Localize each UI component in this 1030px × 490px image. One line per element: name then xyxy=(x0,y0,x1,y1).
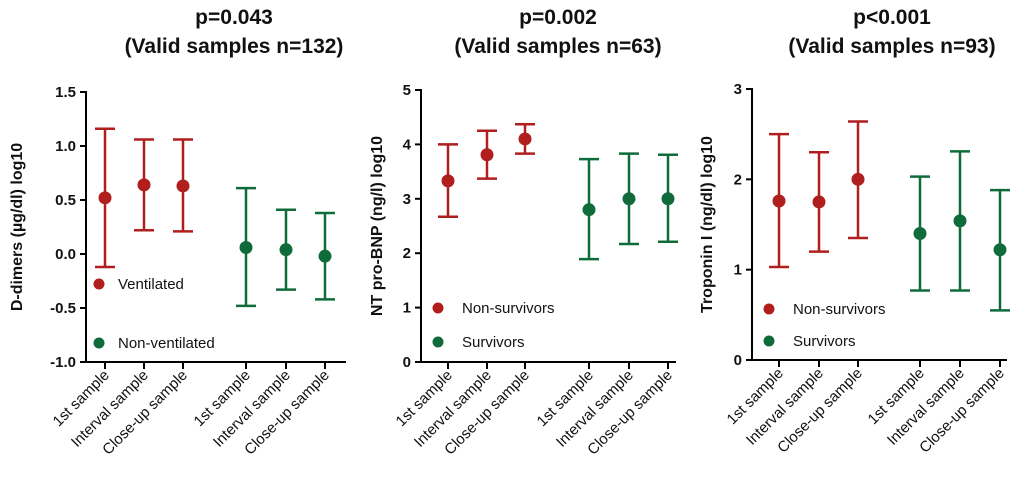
y-tick-label: 1.0 xyxy=(55,138,76,155)
data-point xyxy=(851,172,865,186)
y-tick-label: -1.0 xyxy=(50,354,76,371)
y-tick-label: 3 xyxy=(403,191,411,208)
legend-marker xyxy=(93,337,105,349)
series-group-b xyxy=(910,150,1010,312)
series-group-a xyxy=(769,120,868,269)
y-tick-label: 1.5 xyxy=(55,84,76,101)
y-tick-label: -0.5 xyxy=(50,300,76,317)
legend-label: Survivors xyxy=(793,333,856,350)
data-point xyxy=(318,249,332,263)
data-point xyxy=(239,241,253,255)
y-tick-label: 2 xyxy=(403,245,411,262)
y-tick-label: 3 xyxy=(734,81,742,98)
data-point xyxy=(772,194,786,208)
chart-subtitle: (Valid samples n=93) xyxy=(788,35,995,58)
y-tick-label: 0 xyxy=(403,354,411,371)
data-point xyxy=(480,148,494,162)
legend-marker xyxy=(93,278,105,290)
data-point xyxy=(279,243,293,257)
legend-label: Non-survivors xyxy=(462,300,555,317)
chart-panel-3: p<0.001 (Valid samples n=93) 0 1 2 3 Troponin … xyxy=(699,6,1010,456)
legend-label: Non-ventilated xyxy=(118,335,215,352)
chart-panel-1: p=0.043 (Valid samples n=132) -1.0 -0.5 0.0 0… xyxy=(9,6,346,458)
y-tick-label: 0.5 xyxy=(55,192,76,209)
y-tick-label: 4 xyxy=(403,136,412,153)
data-point xyxy=(137,178,151,192)
legend-marker xyxy=(432,336,444,348)
y-tick-label: 1 xyxy=(403,300,411,317)
chart-title: p=0.043 xyxy=(195,6,273,29)
data-point xyxy=(518,132,532,146)
data-point xyxy=(98,191,112,205)
series-group-a xyxy=(438,123,535,219)
data-point xyxy=(993,243,1007,257)
series-group-b xyxy=(236,186,335,308)
legend-marker xyxy=(432,302,444,314)
data-point xyxy=(913,227,927,241)
chart-subtitle: (Valid samples n=63) xyxy=(454,35,661,58)
series-group-b xyxy=(579,152,678,261)
series-group-a xyxy=(95,127,193,269)
data-point xyxy=(953,214,967,228)
y-tick-label: 1 xyxy=(734,262,742,279)
legend-label: Ventilated xyxy=(118,276,184,293)
y-axis-label: D-dimers (µg/dl) log10 xyxy=(9,143,26,311)
data-point xyxy=(441,174,455,188)
legend-label: Survivors xyxy=(462,334,525,351)
y-tick-label: 0 xyxy=(734,352,742,369)
data-point xyxy=(176,179,190,193)
y-tick-label: 5 xyxy=(403,82,411,99)
data-point xyxy=(812,195,826,209)
legend-marker xyxy=(763,335,775,347)
legend-label: Non-survivors xyxy=(793,301,886,318)
legend-marker xyxy=(763,303,775,315)
chart-panel-2: p=0.002 (Valid samples n=63) 0 1 2 3 4 5 NT pro-… xyxy=(369,6,678,458)
chart-title: p<0.001 xyxy=(853,6,931,29)
y-tick-label: 0.0 xyxy=(55,246,76,263)
chart-title: p=0.002 xyxy=(519,6,597,29)
data-point xyxy=(622,192,636,206)
y-axis-label: Troponin I (ng/dl) log10 xyxy=(699,136,716,313)
chart-subtitle: (Valid samples n=132) xyxy=(125,35,344,58)
y-axis-label: NT pro-BNP (ng/l) log10 xyxy=(369,136,386,316)
data-point xyxy=(661,192,675,206)
y-tick-label: 2 xyxy=(734,171,742,188)
data-point xyxy=(582,203,596,217)
